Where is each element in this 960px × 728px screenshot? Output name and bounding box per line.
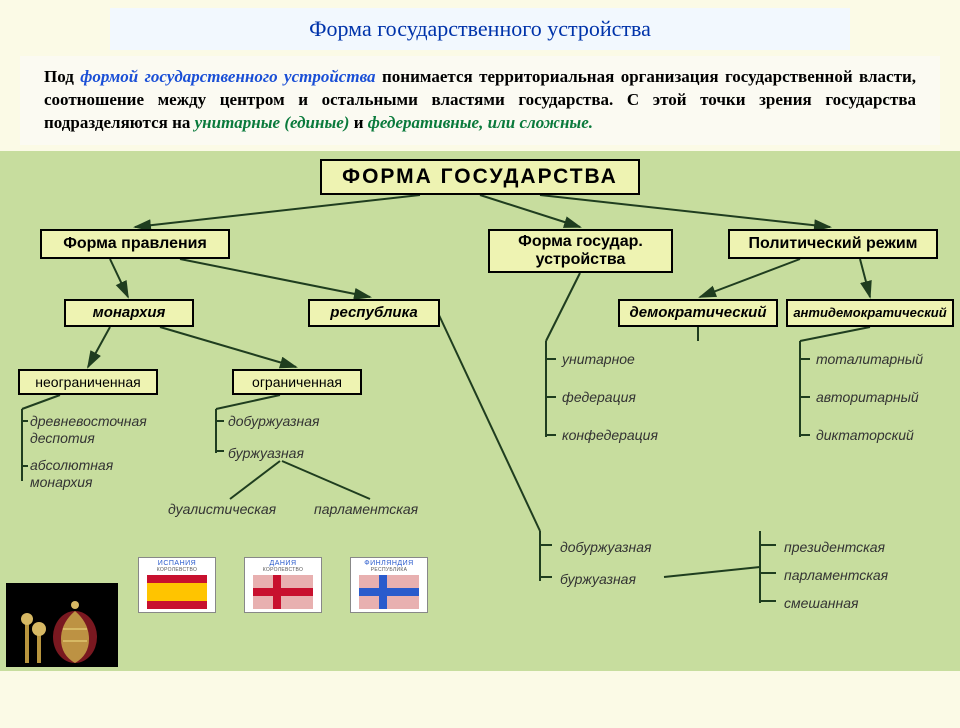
leaf-dictatorial: диктаторский: [816, 427, 914, 445]
leaf-confederation: конфедерация: [562, 427, 658, 445]
flag-finland-label: ФИНЛЯНДИЯ: [351, 558, 427, 567]
flag-spain-icon: [147, 575, 207, 609]
leaf-totalitarian: тоталитарный: [816, 351, 923, 369]
leaf-parliamentary2: парламентская: [784, 567, 888, 585]
leaf-prebourgeois: добуржуазная: [228, 413, 319, 431]
leaf-parliamentary: парламентская: [314, 501, 418, 519]
definition-paragraph: Под формой государственного устройства п…: [20, 56, 940, 145]
leaf-bourgeois: буржуазная: [228, 445, 304, 463]
crown-icon: [6, 583, 118, 667]
flag-spain-label: ИСПАНИЯ: [139, 558, 215, 567]
flag-finland-icon: [359, 575, 419, 609]
flag-denmark-icon: [253, 575, 313, 609]
leaf-absolute: абсолютная монархия: [30, 457, 170, 492]
def-conj: и: [349, 113, 367, 132]
leaf-federation: федерация: [562, 389, 636, 407]
leaf-unitary: унитарное: [562, 351, 635, 369]
leaf-authoritarian: авторитарный: [816, 389, 919, 407]
node-antidemocratic: антидемократический: [786, 299, 954, 327]
state-form-diagram: ФОРМА ГОСУДАРСТВА Форма правления Форма …: [0, 151, 960, 671]
flag-spain-sub: КОРОЛЕВСТВО: [139, 567, 215, 573]
flag-denmark-label: ДАНИЯ: [245, 558, 321, 567]
def-pre: Под: [44, 67, 80, 86]
flag-denmark: ДАНИЯ КОРОЛЕВСТВО: [244, 557, 322, 613]
leaf-dualist: дуалистическая: [168, 501, 276, 519]
def-federal: федеративные, или сложные.: [368, 113, 593, 132]
def-unitary: унитарные (единые): [195, 113, 350, 132]
leaf-presidential: президентская: [784, 539, 885, 557]
node-monarchy: монархия: [64, 299, 194, 327]
leaf-mixed: смешанная: [784, 595, 858, 613]
node-republic: республика: [308, 299, 440, 327]
flag-finland-sub: РЕСПУБЛИКА: [351, 567, 427, 573]
node-unlimited: неограниченная: [18, 369, 158, 395]
flag-denmark-sub: КОРОЛЕВСТВО: [245, 567, 321, 573]
leaf-despotia: древневосточная деспотия: [30, 413, 190, 448]
flag-finland: ФИНЛЯНДИЯ РЕСПУБЛИКА: [350, 557, 428, 613]
node-democratic: демократический: [618, 299, 778, 327]
flag-spain: ИСПАНИЯ КОРОЛЕВСТВО: [138, 557, 216, 613]
node-polit-rezhim: Политический режим: [728, 229, 938, 259]
node-forma-pravleniya: Форма правления: [40, 229, 230, 259]
leaf-rep-prebourgeois: добуржуазная: [560, 539, 651, 557]
leaf-rep-bourgeois: буржуазная: [560, 571, 636, 589]
node-root: ФОРМА ГОСУДАРСТВА: [320, 159, 640, 195]
page-title: Форма государственного устройства: [110, 8, 850, 50]
node-forma-ustroystva: Форма государ. устройства: [488, 229, 673, 273]
def-term: формой государственного устройства: [80, 67, 375, 86]
node-limited: ограниченная: [232, 369, 362, 395]
